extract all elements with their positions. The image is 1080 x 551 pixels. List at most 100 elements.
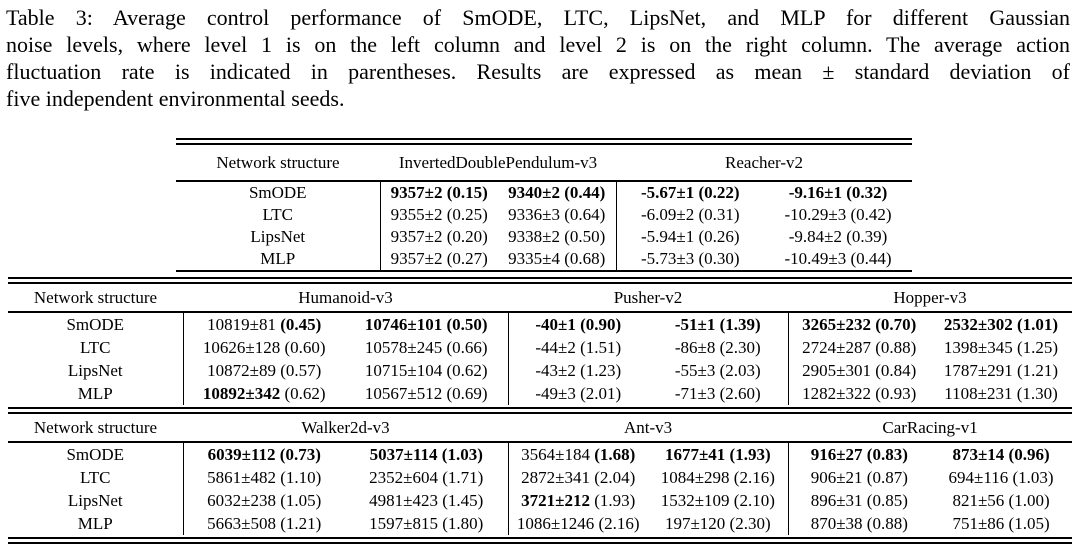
result-cell: 9355±2 (0.25) [379, 204, 498, 226]
result-cell: 2352±604 (1.71) [369, 467, 484, 487]
result-cell: 896±31 (0.85) [787, 489, 931, 512]
result-cell: 5037±114 (1.03) [369, 444, 483, 464]
result-cell: 873±14 (0.96) [952, 444, 1050, 464]
column-header-network-structure: Network structure [176, 145, 380, 182]
table-caption: Table 3: Average control performance of … [6, 4, 1070, 112]
result-cell: -43±2 (1.23) [507, 359, 648, 382]
table-row: LTC 5861±482 (1.10) 2352±604 (1.71) 2872±34… [8, 466, 1072, 489]
result-cell: -86±8 (2.30) [674, 337, 761, 357]
result-cell: 10892±342 (0.62) [182, 382, 345, 405]
results-table-walker-ant-carracing: Network structure Walker2d-v3 Ant-v3 Car… [8, 414, 1073, 535]
table-row: MLP 10892±342 (0.62) 10567±512 (0.69) -49±3… [8, 382, 1072, 405]
network-structure-name: SmODE [248, 183, 307, 202]
result-cell: 2905±301 (0.84) [787, 359, 931, 382]
section-divider-rule [8, 277, 1072, 284]
column-header-env-walker2d: Walker2d-v3 [183, 414, 509, 443]
table-row: LTC 10626±128 (0.60) 10578±245 (0.66) -44±2… [8, 336, 1072, 359]
result-cell: -5.73±3 (0.30) [615, 248, 765, 271]
table-row: LTC 9355±2 (0.25) 9336±3 (0.64) -6.09±2 (0.… [176, 204, 912, 226]
result-cell: -6.09±2 (0.31) [615, 204, 765, 226]
table-row: MLP 9357±2 (0.27) 9335±4 (0.68) -5.73±3 (0.… [176, 248, 912, 271]
result-cell: 10626±128 (0.60) [182, 336, 345, 359]
result-cell: -9.16±1 (0.32) [788, 183, 888, 202]
network-structure-name: MLP [77, 383, 113, 403]
table-row: LipsNet 6032±238 (1.05) 4981±423 (1.45) 372… [8, 489, 1072, 512]
result-cell: 2724±287 (0.88) [787, 336, 931, 359]
result-cell: 9357±2 (0.27) [379, 248, 498, 271]
result-cell: 9357±2 (0.20) [379, 226, 498, 248]
result-cell: 1086±1246 (2.16) [507, 512, 649, 535]
result-cell: 3721±212 (1.93) [507, 489, 649, 512]
result-cell: 9335±4 (0.68) [508, 249, 606, 268]
header-row: Network structure Humanoid-v3 Pusher-v2 … [8, 284, 1073, 313]
result-cell: -40±1 (0.90) [507, 312, 648, 336]
result-cell: 2532±302 (1.01) [943, 314, 1059, 334]
column-header-network-structure: Network structure [8, 284, 183, 313]
network-structure-name: LTC [79, 467, 111, 487]
network-structure-name: LTC [79, 337, 111, 357]
results-table-pendulum-reacher: Network structure InvertedDoublePendulum… [176, 145, 913, 272]
result-cell: 3564±184 (1.68) [507, 442, 649, 466]
header-row: Network structure Walker2d-v3 Ant-v3 Car… [8, 414, 1073, 443]
table-row: MLP 5663±508 (1.21) 1597±815 (1.80) 1086±12… [8, 512, 1072, 535]
result-cell: 10872±89 (0.57) [182, 359, 345, 382]
paper-page: Table 3: Average control performance of … [0, 4, 1080, 551]
table-body: SmODE 6039±112 (0.73) 5037±114 (1.03) 3564±… [8, 442, 1072, 535]
caption-line: five independent environmental seeds. [6, 86, 345, 111]
network-structure-name: LipsNet [67, 490, 123, 510]
table-body: SmODE 10819±81 (0.45) 10746±101 (0.50) -40±… [8, 312, 1072, 405]
result-cell: 10746±101 (0.50) [364, 314, 488, 334]
table-row: SmODE 10819±81 (0.45) 10746±101 (0.50) -40±… [8, 312, 1072, 336]
result-cell: 870±38 (0.88) [787, 512, 931, 535]
result-cell: -5.94±1 (0.26) [615, 226, 765, 248]
result-cell: 9338±2 (0.50) [508, 227, 606, 246]
result-cell: -9.84±2 (0.39) [788, 227, 888, 246]
caption-line: Table 3: Average control performance of … [6, 5, 1070, 30]
result-cell: -51±1 (1.39) [674, 314, 761, 334]
result-cell: 10567±512 (0.69) [364, 383, 488, 403]
column-header-env-reacher: Reacher-v2 [616, 145, 913, 182]
result-cell: -44±2 (1.51) [507, 336, 648, 359]
result-cell: 197±120 (2.30) [664, 513, 771, 533]
table-row: LipsNet 9357±2 (0.20) 9338±2 (0.50) -5.94±1… [176, 226, 912, 248]
result-cell: 1532±109 (2.10) [660, 490, 775, 510]
result-cell: 9357±2 (0.15) [379, 181, 498, 204]
section-divider-rule [8, 407, 1072, 414]
network-structure-name: LipsNet [67, 360, 123, 380]
result-cell: 1597±815 (1.80) [369, 513, 484, 533]
result-cell: -5.67±1 (0.22) [615, 181, 765, 204]
result-cell: 10819±81 (0.45) [182, 312, 345, 336]
result-cell: 751±86 (1.05) [952, 513, 1050, 533]
result-cell: 1282±322 (0.93) [787, 382, 931, 405]
result-cell: -10.49±3 (0.44) [784, 249, 892, 268]
result-cell: 10578±245 (0.66) [364, 337, 488, 357]
network-structure-name: LTC [262, 205, 294, 224]
column-header-env-ant: Ant-v3 [508, 414, 789, 443]
result-cell: 1108±231 (1.30) [944, 383, 1058, 403]
result-cell: 916±27 (0.83) [787, 442, 931, 466]
result-cell: 3265±232 (0.70) [787, 312, 931, 336]
result-cell: 1398±345 (1.25) [943, 337, 1059, 357]
network-structure-name: MLP [260, 249, 296, 268]
table-bottom-rule [8, 537, 1072, 544]
result-cell: 6039±112 (0.73) [182, 442, 345, 466]
caption-line: noise levels, where level 1 is on the le… [6, 32, 1070, 57]
column-header-env-carracing: CarRacing-v1 [788, 414, 1073, 443]
result-cell: 6032±238 (1.05) [182, 489, 345, 512]
result-cell: 1677±41 (1.93) [664, 444, 771, 464]
result-cell: 2872±341 (2.04) [507, 466, 649, 489]
result-cell: 4981±423 (1.45) [369, 490, 484, 510]
table-row: SmODE 9357±2 (0.15) 9340±2 (0.44) -5.67±1 (… [176, 181, 912, 204]
result-cell: 694±116 (1.03) [948, 467, 1054, 487]
network-structure-name: MLP [77, 513, 113, 533]
column-header-env-inverteddoublependulum: InvertedDoublePendulum-v3 [380, 145, 617, 182]
result-cell: 821±56 (1.00) [952, 490, 1050, 510]
table-row: LipsNet 10872±89 (0.57) 10715±104 (0.62) -4… [8, 359, 1072, 382]
result-cell: -49±3 (2.01) [507, 382, 648, 405]
result-cell: 9336±3 (0.64) [508, 205, 606, 224]
header-row: Network structure InvertedDoublePendulum… [176, 145, 913, 182]
column-header-env-pusher: Pusher-v2 [508, 284, 789, 313]
result-cell: 5861±482 (1.10) [182, 466, 345, 489]
result-cell: 5663±508 (1.21) [182, 512, 345, 535]
result-cell: -10.29±3 (0.42) [784, 205, 892, 224]
